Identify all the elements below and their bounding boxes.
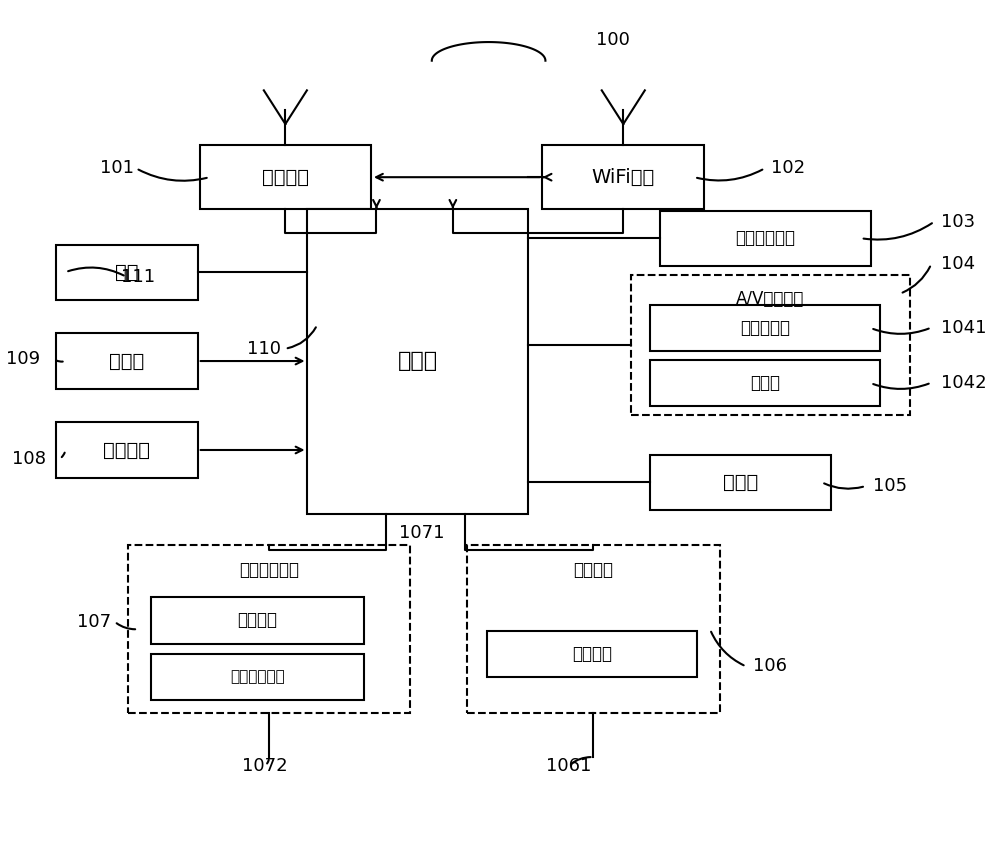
Text: 1041: 1041 <box>941 319 987 337</box>
Text: 电源: 电源 <box>115 263 138 281</box>
Text: 106: 106 <box>753 657 787 676</box>
Text: 显示面板: 显示面板 <box>572 645 612 663</box>
Text: 1072: 1072 <box>242 756 288 774</box>
Text: 麦克风: 麦克风 <box>750 374 780 392</box>
Text: 100: 100 <box>596 31 630 48</box>
Bar <box>128 546 410 713</box>
Text: 111: 111 <box>121 268 155 286</box>
Bar <box>56 422 198 478</box>
Bar <box>151 654 364 700</box>
Text: WiFi模块: WiFi模块 <box>592 167 655 187</box>
Text: 存储器: 存储器 <box>109 352 144 371</box>
Text: 图形处理器: 图形处理器 <box>740 319 790 337</box>
Text: 110: 110 <box>247 340 281 358</box>
Bar <box>151 597 364 643</box>
Bar <box>660 211 871 266</box>
Bar <box>631 275 910 415</box>
Text: 显示单元: 显示单元 <box>573 560 613 579</box>
Text: 接口单元: 接口单元 <box>103 440 150 460</box>
Text: 105: 105 <box>873 477 907 495</box>
Bar <box>307 209 528 514</box>
Text: 射频单元: 射频单元 <box>262 167 309 187</box>
Bar <box>56 333 198 388</box>
Bar <box>650 455 831 510</box>
Text: 用户输入单元: 用户输入单元 <box>239 560 299 579</box>
Text: 102: 102 <box>771 159 805 178</box>
Bar <box>542 145 704 209</box>
Text: 1042: 1042 <box>941 374 987 392</box>
Bar <box>467 546 720 713</box>
Bar <box>650 304 880 351</box>
Text: 104: 104 <box>941 255 975 273</box>
Text: 处理器: 处理器 <box>398 351 438 371</box>
Text: 101: 101 <box>100 159 134 178</box>
Text: 107: 107 <box>77 613 112 631</box>
Text: 1071: 1071 <box>399 524 445 542</box>
Text: 音频输出单元: 音频输出单元 <box>735 230 795 247</box>
Text: 108: 108 <box>12 450 46 468</box>
Text: 103: 103 <box>941 212 975 230</box>
Text: 触控面板: 触控面板 <box>237 611 277 629</box>
Bar <box>56 245 198 299</box>
Text: 其他输入设备: 其他输入设备 <box>230 670 285 684</box>
Text: 109: 109 <box>6 350 40 368</box>
Text: A/V输入单元: A/V输入单元 <box>736 291 804 309</box>
Bar <box>650 360 880 406</box>
Text: 1061: 1061 <box>546 756 592 774</box>
Bar <box>487 631 697 677</box>
Bar <box>200 145 371 209</box>
Text: 传感器: 传感器 <box>723 473 758 491</box>
